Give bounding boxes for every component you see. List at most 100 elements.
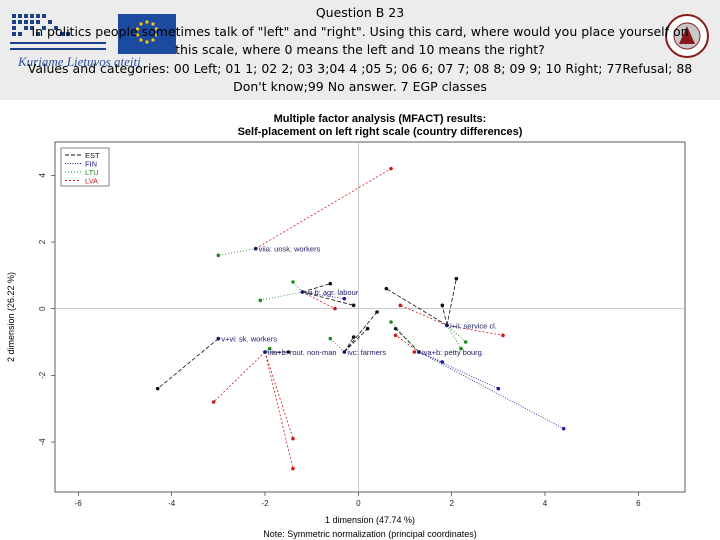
category-point	[216, 336, 221, 341]
category-point	[417, 350, 421, 354]
series-line-ltu	[330, 338, 345, 353]
category-label: v+vi: sk. workers	[221, 335, 277, 344]
series-line-est	[446, 278, 457, 326]
series-point-est	[365, 326, 370, 331]
series-point-fin	[440, 360, 445, 364]
legend-label-ltu: LTU	[85, 168, 99, 177]
project-logo-icon	[10, 14, 106, 50]
legend-box	[60, 147, 110, 187]
series-point-lva	[393, 333, 398, 338]
series-point-est	[351, 303, 356, 308]
category-label: iiia+b: rout. non-man	[268, 348, 337, 357]
legend-label-est: EST	[85, 151, 100, 160]
chart-title: Multiple factor analysis (MFACT) results…	[274, 113, 487, 125]
university-seal-icon	[665, 14, 709, 58]
plot-area	[54, 141, 686, 493]
series-line-lva	[255, 168, 392, 250]
series-line-lva	[446, 324, 504, 336]
series-point-fin	[561, 426, 566, 431]
series-line-est	[302, 291, 354, 306]
series-line-est	[395, 328, 420, 353]
x-tick-label: 2	[449, 499, 454, 508]
x-tick-label: 6	[636, 499, 641, 508]
x-tick-label: -6	[75, 499, 83, 508]
series-line-fin	[418, 351, 443, 363]
series-point-lva	[398, 303, 403, 308]
series-point-lva	[211, 400, 216, 404]
series-point-lva	[291, 436, 295, 441]
series-point-est	[328, 281, 333, 286]
series-line-est	[386, 288, 448, 326]
category-point	[445, 323, 449, 328]
legend-label-fin: FIN	[85, 160, 97, 169]
series-point-lva	[501, 333, 505, 338]
series-line-fin	[418, 351, 564, 430]
series-point-est	[351, 335, 356, 339]
question-title: Question B 23	[315, 5, 405, 20]
series-point-est	[384, 286, 389, 291]
x-tick-label: 0	[356, 499, 361, 508]
series-point-ltu	[258, 298, 263, 303]
series-line-est	[441, 305, 448, 326]
category-point	[342, 350, 347, 354]
slide-header: Kuriame Lietuvos ateitį Question B 23 In…	[0, 0, 720, 100]
series-line-lva	[213, 351, 266, 403]
question-line: this scale, where 0 means the left and 1…	[175, 42, 545, 57]
series-point-ltu	[389, 320, 393, 324]
series-line-est	[344, 311, 378, 353]
series-line-fin	[302, 291, 345, 300]
series-point-lva	[412, 350, 417, 354]
question-line: Don't know;99 No answer. 7 EGP classes	[233, 79, 487, 94]
series-point-est	[155, 386, 160, 391]
series-line-ltu	[260, 291, 303, 301]
question-line: Values and categories: 00 Left; 01 1; 02…	[27, 60, 693, 76]
question-line: In politics people sometimes talk of "le…	[31, 23, 689, 39]
series-line-lva	[264, 351, 294, 469]
series-point-ltu	[459, 346, 463, 351]
category-label: ivc: farmers	[347, 348, 386, 357]
series-point-est	[375, 310, 379, 314]
series-point-ltu	[291, 280, 295, 284]
series-line-ltu	[446, 325, 466, 343]
x-tick-label: -4	[168, 499, 176, 508]
series-point-fin	[496, 386, 501, 391]
series-line-est	[157, 338, 219, 389]
series-point-est	[286, 350, 291, 354]
y-tick-label: 0	[38, 306, 47, 311]
series-point-lva	[333, 306, 337, 311]
x-axis-note: Note: Symmetric normalization (principal…	[263, 529, 477, 539]
y-tick-label: 2	[38, 239, 47, 244]
series-line-lva	[264, 351, 294, 439]
y-tick-label: -4	[38, 438, 47, 446]
series-line-lva	[400, 304, 448, 326]
category-point	[300, 290, 305, 294]
x-tick-label: 4	[543, 499, 548, 508]
logo-caption: Kuriame Lietuvos ateitį	[18, 54, 141, 69]
series-point-fin	[342, 296, 347, 301]
category-label: vii b: agr. labour	[305, 288, 358, 297]
series-line-est	[343, 336, 355, 353]
y-axis-label: 2 dimension (26.22 %)	[6, 272, 16, 362]
series-point-ltu	[463, 340, 468, 344]
x-axis-label: 1 dimension (47.74 %)	[325, 515, 415, 525]
y-tick-label: -2	[38, 371, 47, 379]
chart-subtitle: Self-placement on left right scale (coun…	[238, 126, 523, 138]
eu-flag-icon	[118, 14, 176, 54]
category-label: i+ii: service cl.	[450, 321, 497, 330]
category-label: iva+b: petty bourg.	[422, 348, 484, 357]
series-line-ltu	[218, 248, 256, 256]
x-tick-label: -2	[261, 499, 269, 508]
series-point-lva	[389, 166, 393, 171]
category-point	[263, 350, 267, 354]
question-text: Question B 23 In politics people sometim…	[0, 4, 720, 97]
series-point-ltu	[267, 346, 272, 351]
series-point-ltu	[328, 336, 333, 341]
series-line-fin	[418, 351, 499, 390]
category-label: viia: unsk. workers	[259, 245, 321, 254]
series-point-ltu	[216, 253, 221, 258]
legend-label-lva: LVA	[85, 177, 98, 186]
y-tick-label: 4	[38, 173, 47, 178]
series-line-est	[344, 328, 368, 353]
category-point	[253, 246, 258, 251]
series-line-ltu	[390, 321, 420, 353]
